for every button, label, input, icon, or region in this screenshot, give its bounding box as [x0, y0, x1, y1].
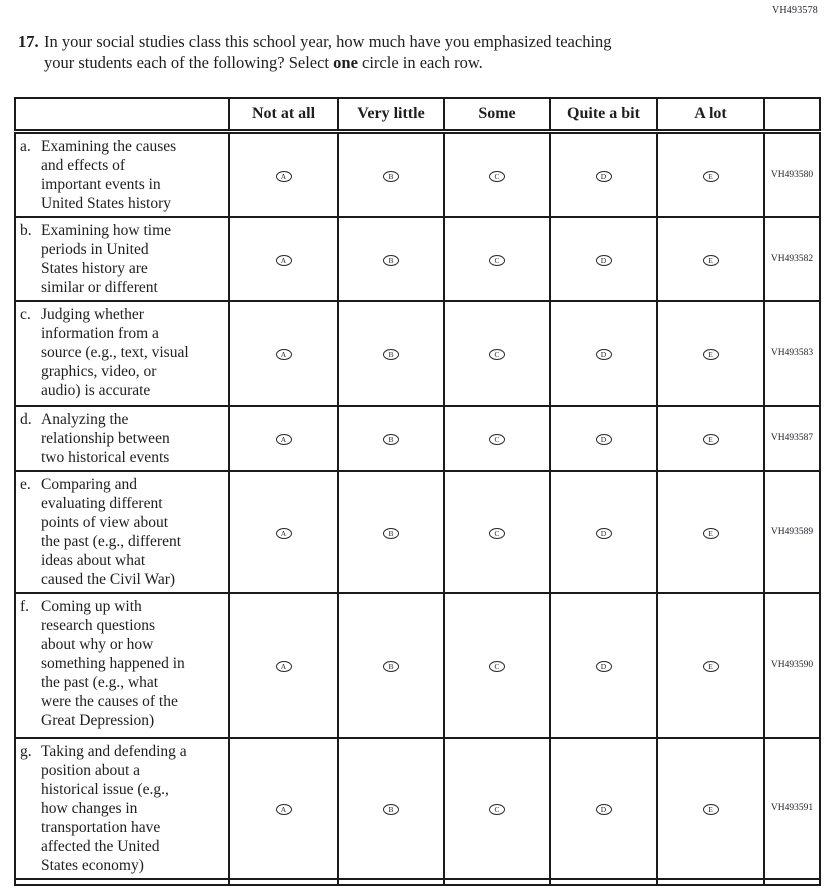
table-row-g: g. Taking and defending a position about …: [14, 736, 821, 880]
option-bubble-a-lot[interactable]: E: [702, 349, 719, 361]
option-bubble-some[interactable]: C: [489, 661, 505, 673]
row-code: VH493589: [763, 469, 821, 594]
option-bubble-very-little[interactable]: B: [383, 527, 399, 539]
question-text: In your social studies class this school…: [44, 32, 612, 72]
header-very-little: Very little: [337, 97, 445, 134]
row-code: VH493587: [763, 404, 821, 472]
option-bubble-a-lot[interactable]: E: [702, 434, 719, 446]
row-letter: f.: [20, 597, 30, 615]
option-bubble-quite-a-bit[interactable]: D: [595, 661, 612, 673]
row-letter: e.: [20, 475, 31, 493]
row-code: VH493591: [763, 736, 821, 880]
table-row-cutoff: [14, 877, 821, 886]
row-label: Examining how time periods in United Sta…: [41, 221, 172, 296]
option-bubble-some[interactable]: C: [489, 254, 505, 266]
question-number: 17.: [18, 32, 39, 51]
header-not-at-all: Not at all: [228, 97, 339, 134]
option-bubble-a-lot[interactable]: E: [702, 527, 719, 539]
bold-word-one: one: [333, 53, 358, 72]
option-bubble-quite-a-bit[interactable]: D: [595, 170, 612, 182]
option-bubble-some[interactable]: C: [489, 804, 505, 816]
option-bubble-very-little[interactable]: B: [383, 254, 399, 266]
table-row-c: c. Judging whether information from a sou…: [14, 299, 821, 407]
row-letter: c.: [20, 305, 31, 323]
option-bubble-not-at-all[interactable]: A: [275, 804, 292, 816]
row-label: Analyzing the relationship between two h…: [41, 410, 170, 466]
row-label: Comparing and evaluating different point…: [41, 475, 182, 588]
option-bubble-a-lot[interactable]: E: [702, 804, 719, 816]
option-bubble-not-at-all[interactable]: A: [275, 527, 292, 539]
table-row-d: d. Analyzing the relationship between two…: [14, 404, 821, 472]
header-row: Not at all Very little Some Quite a bit …: [14, 97, 821, 134]
option-bubble-some[interactable]: C: [489, 527, 505, 539]
response-matrix-table: Not at all Very little Some Quite a bit …: [14, 97, 821, 886]
option-bubble-a-lot[interactable]: E: [702, 170, 719, 182]
row-letter: d.: [20, 410, 32, 428]
table-row-b: b. Examining how time periods in United S…: [14, 215, 821, 302]
header-code-cell: [763, 97, 821, 134]
option-bubble-some[interactable]: C: [489, 170, 505, 182]
option-bubble-not-at-all[interactable]: A: [275, 349, 292, 361]
option-bubble-very-little[interactable]: B: [383, 804, 399, 816]
row-letter: g.: [20, 742, 32, 760]
option-bubble-quite-a-bit[interactable]: D: [595, 804, 612, 816]
row-label: Judging whether information from a sourc…: [41, 305, 189, 399]
option-bubble-not-at-all[interactable]: A: [275, 170, 292, 182]
row-code: VH493582: [763, 215, 821, 302]
option-bubble-very-little[interactable]: B: [383, 661, 399, 673]
table-row-e: e. Comparing and evaluating different poi…: [14, 469, 821, 594]
option-bubble-a-lot[interactable]: E: [702, 661, 719, 673]
table-row-a: a. Examining the causes and effects of im…: [14, 130, 821, 218]
header-quite-a-bit: Quite a bit: [549, 97, 658, 134]
option-bubble-very-little[interactable]: B: [383, 434, 399, 446]
row-letter: a.: [20, 137, 31, 155]
row-code: VH493590: [763, 591, 821, 739]
option-bubble-not-at-all[interactable]: A: [275, 661, 292, 673]
row-label: Coming up with research questions about …: [41, 597, 185, 729]
row-label: Examining the causes and effects of impo…: [41, 137, 177, 212]
option-bubble-very-little[interactable]: B: [383, 170, 399, 182]
table-row-f: f. Coming up with research questions abou…: [14, 591, 821, 739]
option-bubble-quite-a-bit[interactable]: D: [595, 254, 612, 266]
option-bubble-not-at-all[interactable]: A: [275, 254, 292, 266]
option-bubble-not-at-all[interactable]: A: [275, 434, 292, 446]
page-accession-code: VH493578: [771, 5, 818, 16]
row-letter: b.: [20, 221, 32, 239]
option-bubble-quite-a-bit[interactable]: D: [595, 434, 612, 446]
header-a-lot: A lot: [656, 97, 765, 134]
row-code: VH493583: [763, 299, 821, 407]
row-code: VH493580: [763, 130, 821, 218]
row-label: Taking and defending a position about a …: [41, 742, 187, 874]
option-bubble-some[interactable]: C: [489, 434, 505, 446]
question-17: 17. In your social studies class this sc…: [18, 31, 758, 73]
header-some: Some: [443, 97, 551, 134]
option-bubble-quite-a-bit[interactable]: D: [595, 349, 612, 361]
option-bubble-some[interactable]: C: [489, 349, 505, 361]
option-bubble-quite-a-bit[interactable]: D: [595, 527, 612, 539]
option-bubble-a-lot[interactable]: E: [702, 254, 719, 266]
header-empty-cell: [14, 97, 230, 134]
option-bubble-very-little[interactable]: B: [383, 349, 399, 361]
